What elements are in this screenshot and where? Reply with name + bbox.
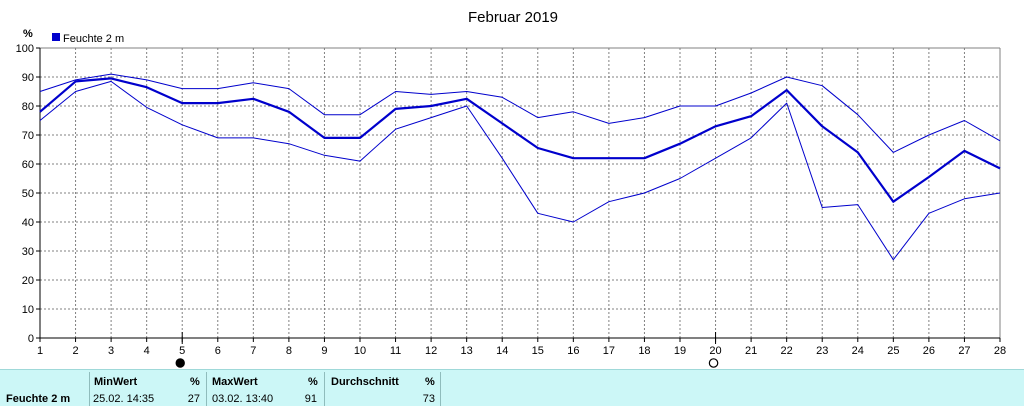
max-unit: %: [308, 376, 318, 388]
y-tick-label: 80: [22, 101, 34, 113]
x-tick-label: 16: [567, 345, 579, 357]
stats-divider: [89, 372, 90, 406]
x-tick-label: 2: [72, 345, 78, 357]
moon-markers: [175, 332, 719, 368]
x-tick-label: 10: [354, 345, 366, 357]
x-tick-label: 14: [496, 345, 508, 357]
grid: [40, 48, 1000, 338]
stats-panel: Feuchte 2 m MinWert % 25.02. 14:35 27 Ma…: [0, 369, 1024, 406]
series-line-max: [39, 73, 1001, 153]
x-tick-label: 28: [994, 345, 1006, 357]
x-tick-label: 25: [887, 345, 899, 357]
x-tick-label: 20: [709, 345, 721, 357]
chart-legend: Feuchte 2 m: [52, 33, 124, 45]
x-tick-label: 5: [179, 345, 185, 357]
avg-value: 73: [422, 393, 435, 405]
max-value: 91: [304, 393, 317, 405]
min-unit: %: [190, 376, 200, 388]
chart-title: Februar 2019: [468, 9, 558, 26]
avg-unit: %: [425, 376, 435, 388]
x-tick-label: 12: [425, 345, 437, 357]
x-tick-label: 24: [852, 345, 864, 357]
x-tick-label: 11: [390, 345, 401, 357]
x-tick-label: 6: [215, 345, 221, 357]
stats-divider: [440, 372, 441, 406]
x-tick-label: 1: [37, 345, 43, 357]
full-moon-icon: [708, 358, 719, 368]
y-tick-label: 90: [22, 72, 34, 84]
y-tick-label: 100: [16, 43, 34, 55]
y-axis-label: %: [23, 28, 33, 40]
axes: [36, 47, 1001, 342]
x-tick-label: 18: [638, 345, 650, 357]
y-tick-label: 50: [22, 188, 34, 200]
stats-avg-cell: Durchschnitt % 73: [325, 370, 440, 407]
min-value: 27: [187, 393, 200, 405]
humidity-chart: Februar 2019 Feuchte 2 m % 0102030405060…: [16, 9, 1006, 368]
series-line-mean: [39, 77, 1001, 203]
stats-max-cell: MaxWert % 03.02. 13:40 91: [207, 370, 324, 407]
x-tick-label: 9: [321, 345, 327, 357]
y-tick-label: 30: [22, 246, 34, 258]
x-tick-label: 7: [250, 345, 256, 357]
series-line-min: [39, 80, 1001, 261]
legend-swatch: [52, 33, 60, 41]
y-tick-label: 60: [22, 159, 34, 171]
avg-header: Durchschnitt: [331, 376, 399, 388]
stats-sensor-cell: Feuchte 2 m: [0, 370, 89, 407]
min-datetime: 25.02. 14:35: [93, 393, 155, 405]
max-datetime: 03.02. 13:40: [212, 393, 274, 405]
x-tick-label: 21: [745, 345, 757, 357]
x-tick-label: 22: [781, 345, 793, 357]
stats-sensor-label: Feuchte 2 m: [6, 393, 71, 405]
x-tick-label: 15: [532, 345, 544, 357]
x-tick-label: 17: [603, 345, 615, 357]
x-tick-label: 8: [286, 345, 292, 357]
min-header: MinWert: [94, 376, 138, 388]
new-moon-icon: [175, 358, 185, 368]
y-tick-labels: 0 10 20 30 40 50 60 70 80 90 100: [16, 43, 34, 345]
y-tick-label: 0: [28, 333, 34, 345]
stats-divider: [206, 372, 207, 406]
max-header: MaxWert: [212, 376, 258, 388]
x-tick-label: 4: [144, 345, 150, 357]
x-tick-label: 13: [461, 345, 473, 357]
x-tick-label: 26: [923, 345, 935, 357]
y-tick-label: 10: [22, 304, 34, 316]
legend-label: Feuchte 2 m: [63, 33, 124, 45]
x-tick-label: 3: [108, 345, 114, 357]
x-tick-labels: 1 2 3 4 5 6 7 8 9 10 11 12 13 14 15 16 17 18 19 20 21 22 23 24 2…: [37, 345, 1006, 357]
stats-min-cell: MinWert % 25.02. 14:35 27: [90, 370, 206, 407]
series-lines: [39, 73, 1001, 261]
x-tick-label: 23: [816, 345, 828, 357]
y-tick-label: 20: [22, 275, 34, 287]
x-tick-label: 27: [958, 345, 970, 357]
stats-divider: [324, 372, 325, 406]
y-tick-label: 40: [22, 217, 34, 229]
x-tick-label: 19: [674, 345, 686, 357]
y-tick-label: 70: [22, 130, 34, 142]
